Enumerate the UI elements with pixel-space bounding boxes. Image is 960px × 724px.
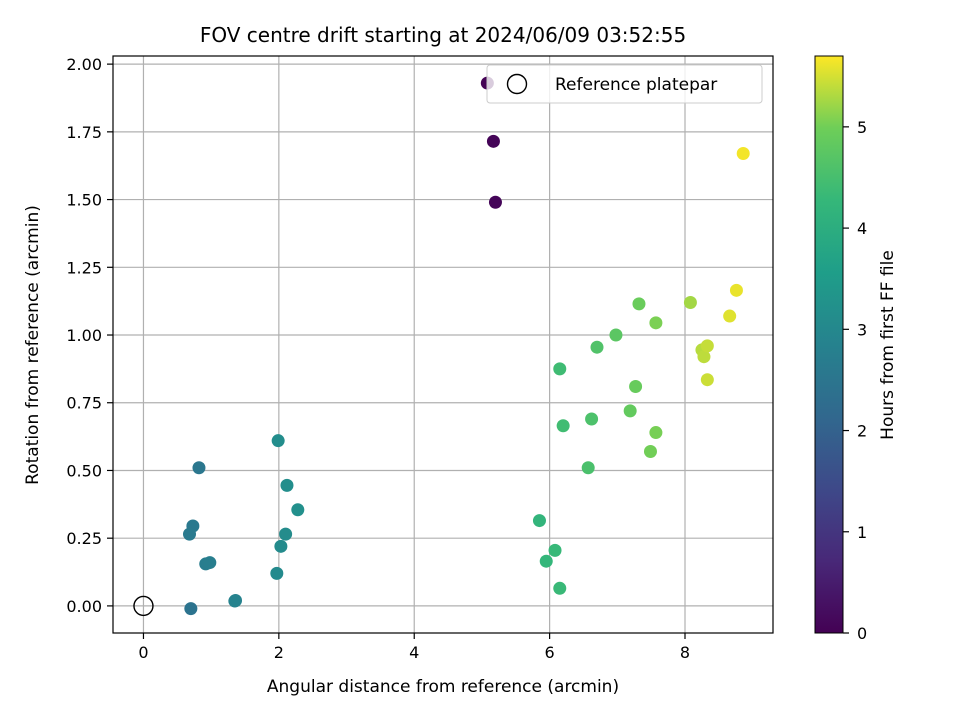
data-point xyxy=(228,594,242,608)
plot-frame xyxy=(112,55,774,634)
data-point xyxy=(729,283,743,297)
data-points xyxy=(182,76,750,616)
y-tick-label: 0.25 xyxy=(66,529,102,548)
data-point xyxy=(203,556,217,570)
colorbar-tick-label: 5 xyxy=(857,118,867,137)
data-point xyxy=(609,328,623,342)
colorbar-tick-label: 2 xyxy=(857,422,867,441)
data-point xyxy=(556,419,570,433)
reference-point xyxy=(133,595,154,617)
data-point xyxy=(700,373,714,387)
data-point xyxy=(623,404,637,418)
data-point xyxy=(736,147,750,161)
legend-marker xyxy=(506,73,528,95)
x-tick-label: 2 xyxy=(274,643,284,662)
data-point xyxy=(486,134,500,148)
x-tick-label: 6 xyxy=(545,643,555,662)
y-tick-label: 0.00 xyxy=(66,597,102,616)
data-point xyxy=(553,581,567,595)
data-point xyxy=(585,412,599,426)
data-point xyxy=(488,195,502,209)
y-tick-label: 1.50 xyxy=(66,191,102,210)
x-tick-label: 0 xyxy=(138,643,148,662)
y-tick-label: 0.75 xyxy=(66,394,102,413)
grid-lines xyxy=(113,56,773,633)
data-point xyxy=(184,602,198,616)
colorbar: 0 1 2 3 4 5 Hours from first FF file xyxy=(814,55,898,643)
y-tick-label: 2.00 xyxy=(66,55,102,74)
data-point xyxy=(643,445,657,459)
colorbar-tick-label: 0 xyxy=(857,624,867,643)
data-point xyxy=(548,543,562,557)
data-point xyxy=(700,339,714,353)
y-axis-label: Rotation from reference (arcmin) xyxy=(23,205,43,485)
data-point xyxy=(274,539,288,553)
x-tick-label: 8 xyxy=(680,643,690,662)
y-tick-label: 1.00 xyxy=(66,326,102,345)
data-point xyxy=(270,566,284,580)
data-point xyxy=(539,554,553,568)
data-point xyxy=(280,478,294,492)
data-point xyxy=(581,461,595,475)
data-point xyxy=(723,309,737,323)
colorbar-tick-label: 4 xyxy=(857,219,867,238)
data-point xyxy=(629,379,643,393)
data-point xyxy=(192,461,206,475)
legend-box xyxy=(486,64,763,104)
colorbar-tick-label: 1 xyxy=(857,523,867,542)
data-point xyxy=(590,340,604,354)
data-point xyxy=(532,514,546,528)
data-point xyxy=(271,434,285,448)
legend: Reference platepar xyxy=(486,64,763,104)
data-point xyxy=(182,527,196,541)
data-point xyxy=(291,503,305,517)
legend-label: Reference platepar xyxy=(555,75,717,95)
data-point xyxy=(279,527,293,541)
data-point xyxy=(649,316,663,330)
colorbar-label: Hours from first FF file xyxy=(878,250,898,440)
chart-title: FOV centre drift starting at 2024/06/09 … xyxy=(200,23,686,47)
y-tick-label: 1.25 xyxy=(66,258,102,277)
x-tick-label: 4 xyxy=(409,643,419,662)
colorbar-ticks: 0 1 2 3 4 5 xyxy=(843,118,867,643)
y-axis-ticks: 0.00 0.25 0.50 0.75 1.00 1.25 1.50 1.75 2.00 xyxy=(66,55,113,616)
reference-marker xyxy=(133,595,154,617)
y-tick-label: 0.50 xyxy=(66,461,102,480)
colorbar-gradient xyxy=(814,55,844,634)
y-tick-label: 1.75 xyxy=(66,123,102,142)
data-point xyxy=(632,297,646,311)
data-point xyxy=(553,362,567,376)
x-axis-ticks: 0 2 4 6 8 xyxy=(138,633,690,662)
colorbar-tick-label: 3 xyxy=(857,320,867,339)
data-point xyxy=(683,296,697,310)
data-point xyxy=(649,426,663,440)
data-point xyxy=(697,350,711,364)
x-axis-label: Angular distance from reference (arcmin) xyxy=(267,677,619,697)
